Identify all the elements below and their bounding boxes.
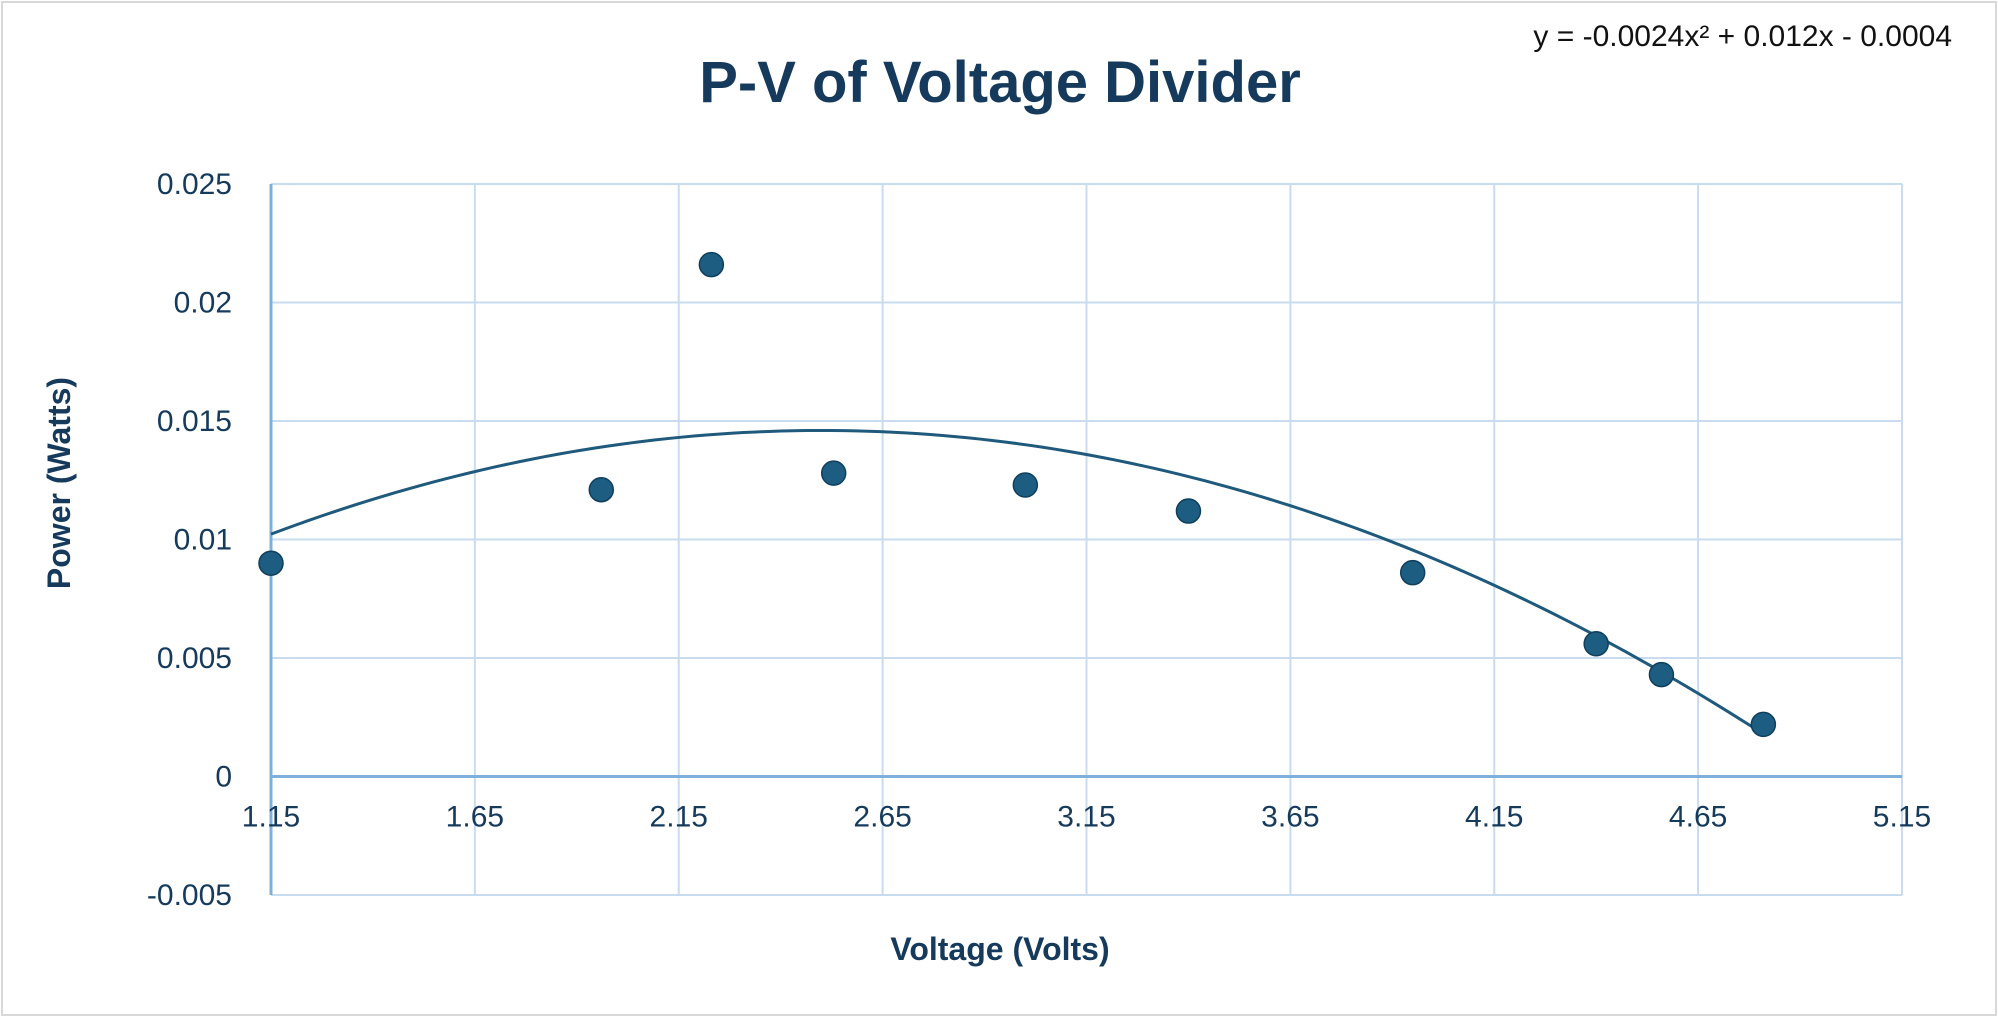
x-axis-title: Voltage (Volts): [890, 931, 1109, 967]
data-point: [820, 460, 847, 486]
trendline-layer: [270, 428, 1765, 736]
data-point: [1175, 498, 1202, 524]
data-points: [258, 251, 1777, 738]
x-tick-label: 1.15: [242, 801, 300, 834]
data-point: [1750, 711, 1777, 738]
x-tick-label: 4.15: [1465, 801, 1523, 834]
trendline-equation: y = -0.0024x² + 0.012x - 0.0004: [1533, 20, 1952, 53]
y-tick-label: 0: [215, 761, 232, 794]
x-tick-label: 1.65: [446, 801, 504, 834]
trendline: [270, 428, 1765, 736]
data-point: [1399, 559, 1426, 586]
y-tick-label: -0.005: [147, 879, 232, 912]
data-point: [698, 251, 725, 278]
x-tick-label: 4.65: [1669, 801, 1727, 834]
y-tick-label: 0.025: [157, 168, 232, 201]
axes: [269, 184, 1902, 895]
gridlines: [271, 183, 1903, 896]
y-tick-label: 0.01: [174, 524, 232, 557]
x-tick-label: 3.15: [1057, 801, 1115, 834]
x-tick-label: 5.15: [1873, 801, 1931, 834]
data-point: [1648, 661, 1675, 688]
x-tick-label: 3.65: [1261, 801, 1319, 834]
x-tick-label: 2.15: [650, 801, 708, 834]
tick-labels: 1.15 1.65 2.15 2.65 3.15 3.65 4.15 4.65 5.15 -0.0…: [147, 168, 1931, 912]
data-point: [1012, 472, 1039, 498]
y-tick-label: 0.015: [157, 405, 232, 438]
x-tick-label: 2.65: [853, 801, 911, 834]
data-point: [258, 550, 284, 576]
chart-title: P-V of Voltage Divider: [699, 50, 1301, 115]
y-axis-title: Power (Watts): [41, 377, 77, 589]
y-tick-label: 0.02: [174, 287, 232, 320]
data-point: [588, 476, 615, 503]
y-tick-label: 0.005: [157, 642, 232, 675]
data-point: [1583, 631, 1609, 657]
